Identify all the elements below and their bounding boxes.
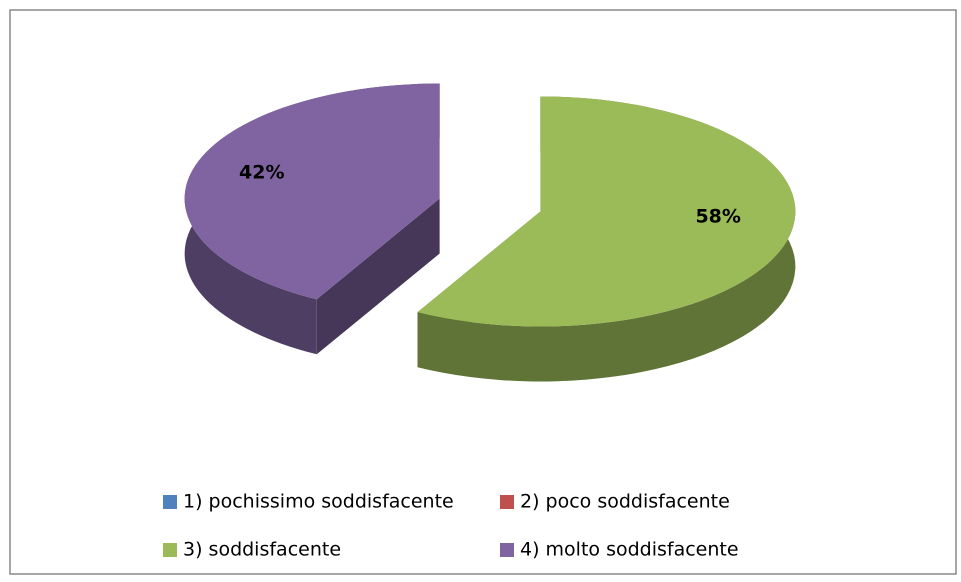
legend-swatch bbox=[500, 495, 514, 509]
legend-label: 2) poco soddisfacente bbox=[520, 491, 730, 513]
slice-top bbox=[417, 96, 796, 327]
legend-swatch bbox=[163, 543, 177, 557]
legend-swatch bbox=[163, 495, 177, 509]
slice bbox=[417, 96, 796, 382]
slice-wall bbox=[316, 198, 440, 355]
data-label: 58% bbox=[695, 206, 740, 228]
legend-swatch bbox=[500, 543, 514, 557]
legend-label: 4) molto soddisfacente bbox=[520, 539, 739, 561]
slice-top bbox=[184, 83, 440, 300]
data-label: 42% bbox=[239, 161, 284, 183]
slice bbox=[184, 83, 440, 355]
legend-label: 3) soddisfacente bbox=[183, 539, 341, 561]
legend-label: 1) pochissimo soddisfacente bbox=[183, 491, 454, 513]
